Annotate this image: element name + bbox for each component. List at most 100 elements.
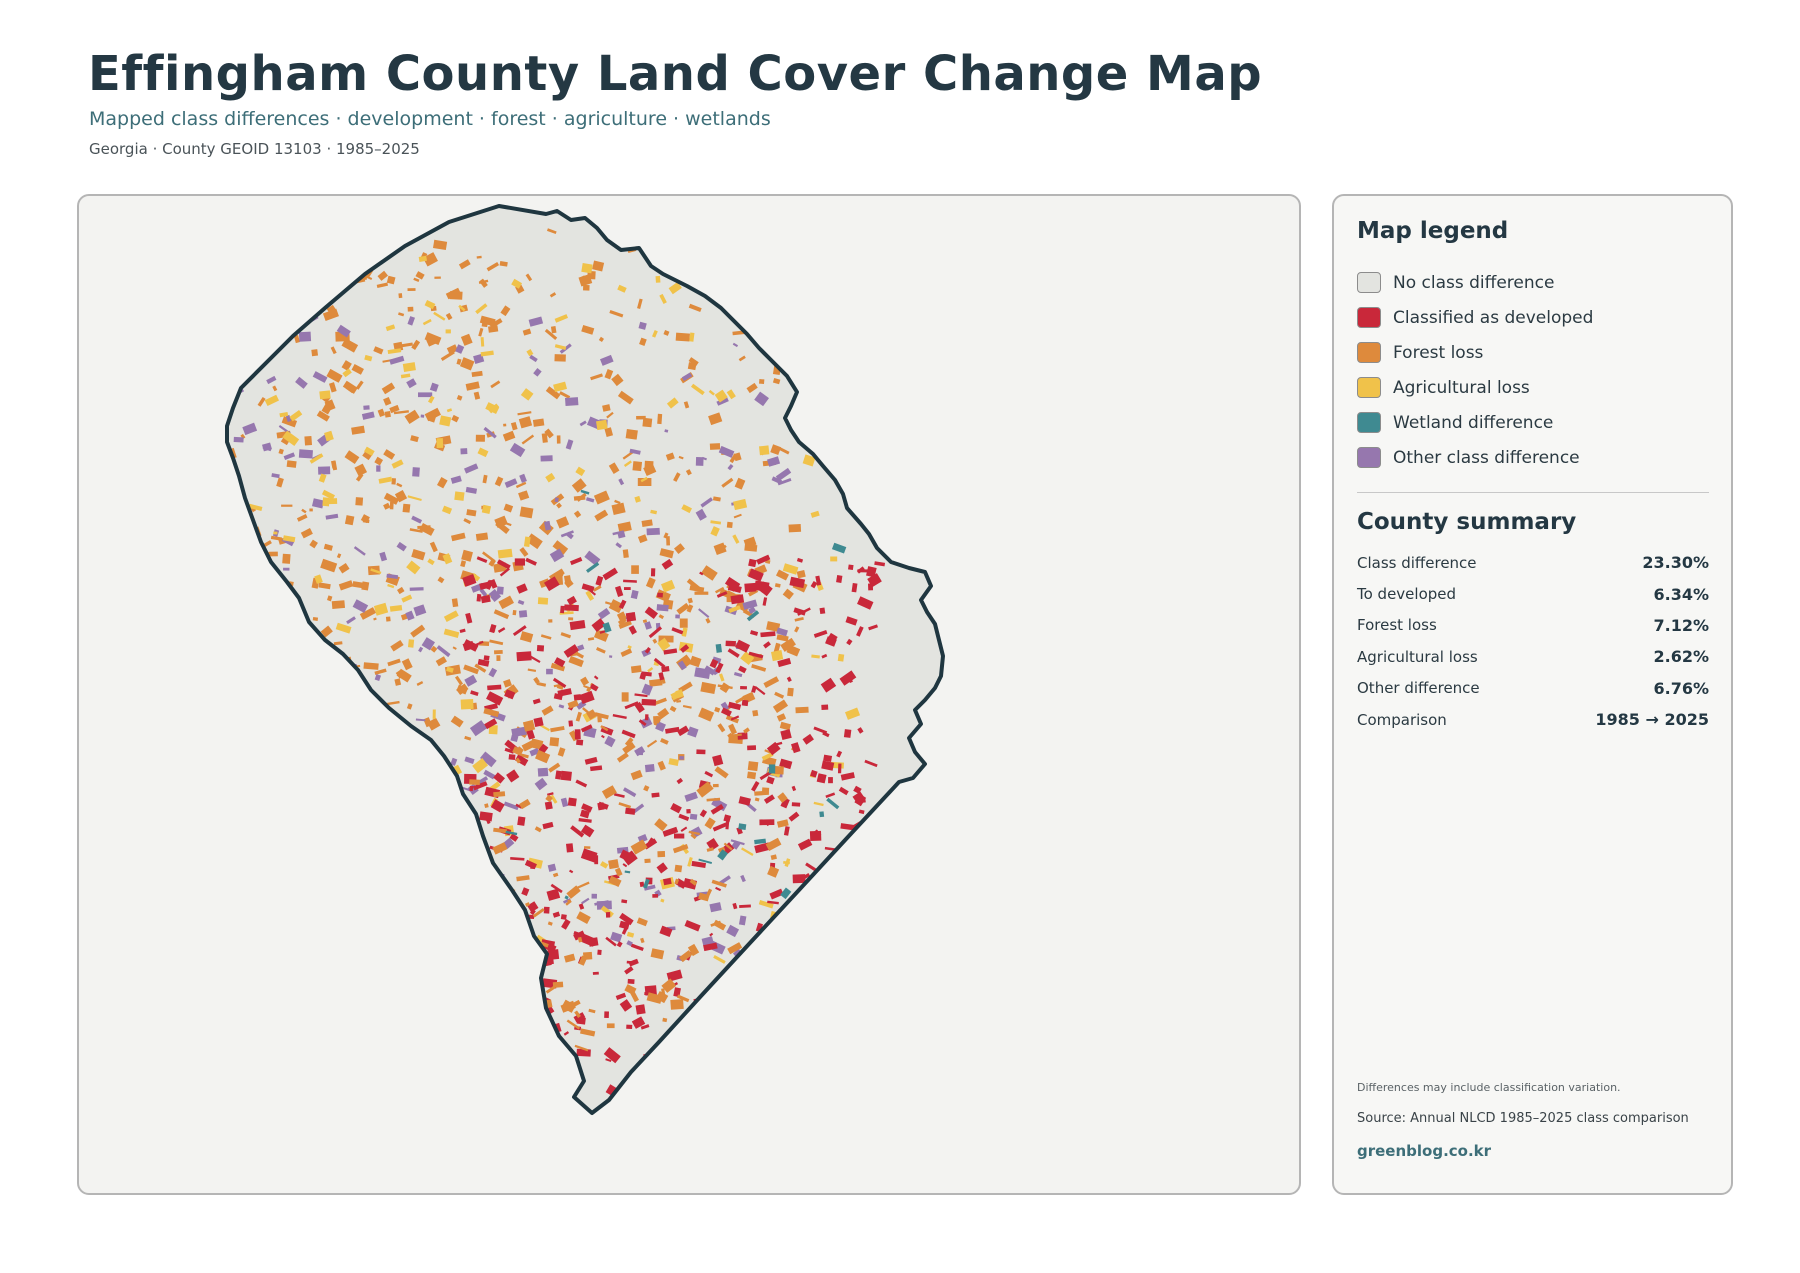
change-patch <box>229 617 245 627</box>
change-patch <box>843 1073 852 1082</box>
change-patch <box>851 583 858 593</box>
change-patch <box>660 898 665 903</box>
change-patch <box>295 662 304 669</box>
change-patch <box>601 785 617 799</box>
change-patch <box>423 717 433 728</box>
change-patch <box>740 874 746 883</box>
change-patch <box>689 332 695 342</box>
change-patch <box>641 683 653 696</box>
change-patch <box>674 543 685 554</box>
change-patch <box>709 443 721 450</box>
change-patch <box>710 803 724 815</box>
change-patch <box>622 549 629 559</box>
change-patch <box>282 328 291 337</box>
change-patch <box>560 605 565 614</box>
change-patch <box>568 655 584 668</box>
change-patch <box>430 860 441 871</box>
change-patch <box>730 715 740 721</box>
change-patch <box>722 842 735 855</box>
change-patch <box>285 714 301 723</box>
change-patch <box>493 772 506 784</box>
change-patch <box>319 390 331 400</box>
change-patch <box>643 884 656 891</box>
change-patch <box>568 720 574 727</box>
change-patch <box>678 813 690 821</box>
change-patch <box>564 575 572 585</box>
change-patch <box>657 851 666 858</box>
change-patch <box>594 509 609 522</box>
change-patch <box>370 568 382 575</box>
change-patch <box>624 701 639 710</box>
change-patch <box>725 640 736 647</box>
site-link[interactable]: greenblog.co.kr <box>1357 1142 1492 1160</box>
change-patch <box>292 744 306 755</box>
change-patch <box>715 886 722 892</box>
change-patch <box>816 939 823 947</box>
change-patch <box>630 665 642 674</box>
map-panel[interactable]: N <box>77 194 1301 1195</box>
change-patch <box>516 651 532 662</box>
change-patch <box>784 858 791 867</box>
change-patch <box>420 414 425 418</box>
change-patch <box>427 777 440 781</box>
change-patch <box>715 662 724 674</box>
change-patch <box>463 518 472 525</box>
change-patch <box>518 416 533 429</box>
change-patch <box>549 292 557 298</box>
change-patch <box>766 741 781 756</box>
change-patch <box>620 648 633 657</box>
change-patch <box>516 875 530 882</box>
change-patch <box>472 849 484 858</box>
change-patch <box>810 581 818 589</box>
change-patch <box>797 607 811 616</box>
change-patch <box>376 282 389 289</box>
change-patch <box>574 1010 581 1018</box>
change-patch <box>257 306 272 317</box>
change-patch <box>437 576 445 584</box>
change-patch <box>319 665 330 671</box>
change-patch <box>760 1044 772 1048</box>
change-patch <box>712 783 719 788</box>
change-patch <box>469 785 474 792</box>
source-text: Source: Annual NLCD 1985–2025 class comp… <box>1357 1111 1689 1126</box>
change-patch <box>329 949 343 955</box>
change-patch <box>843 322 856 333</box>
change-patch <box>249 611 260 623</box>
change-patch <box>604 369 614 380</box>
change-patch <box>390 939 396 946</box>
change-patch <box>483 655 490 661</box>
change-patch <box>685 469 692 476</box>
change-patch <box>873 844 883 850</box>
change-patch <box>474 969 479 978</box>
change-patch <box>307 897 316 905</box>
change-patch <box>475 434 485 442</box>
county-map[interactable] <box>79 196 1301 1195</box>
change-patch <box>362 449 373 461</box>
change-patch <box>268 759 274 767</box>
change-patch <box>239 509 247 516</box>
change-patch <box>644 646 651 654</box>
change-patch <box>442 805 452 816</box>
change-patch <box>777 792 788 803</box>
change-patch <box>738 355 746 362</box>
change-patch <box>760 631 776 638</box>
change-patch <box>673 472 681 482</box>
change-patch <box>627 645 632 650</box>
change-patch <box>680 826 688 832</box>
change-patch <box>419 523 435 536</box>
change-patch <box>251 586 263 593</box>
change-patch <box>561 918 571 930</box>
change-patch <box>843 947 850 953</box>
change-patch <box>471 845 479 856</box>
change-patch <box>575 779 588 788</box>
change-patch <box>568 617 574 621</box>
change-patch <box>579 809 590 819</box>
legend-item-forest-loss: Forest loss <box>1357 335 1707 370</box>
change-patch <box>318 782 327 792</box>
change-patch <box>376 465 381 472</box>
change-patch <box>602 622 612 633</box>
change-patch <box>326 368 343 383</box>
legend-item-other: Other class difference <box>1357 440 1707 475</box>
change-patch <box>798 984 816 1001</box>
change-patch <box>514 754 529 767</box>
